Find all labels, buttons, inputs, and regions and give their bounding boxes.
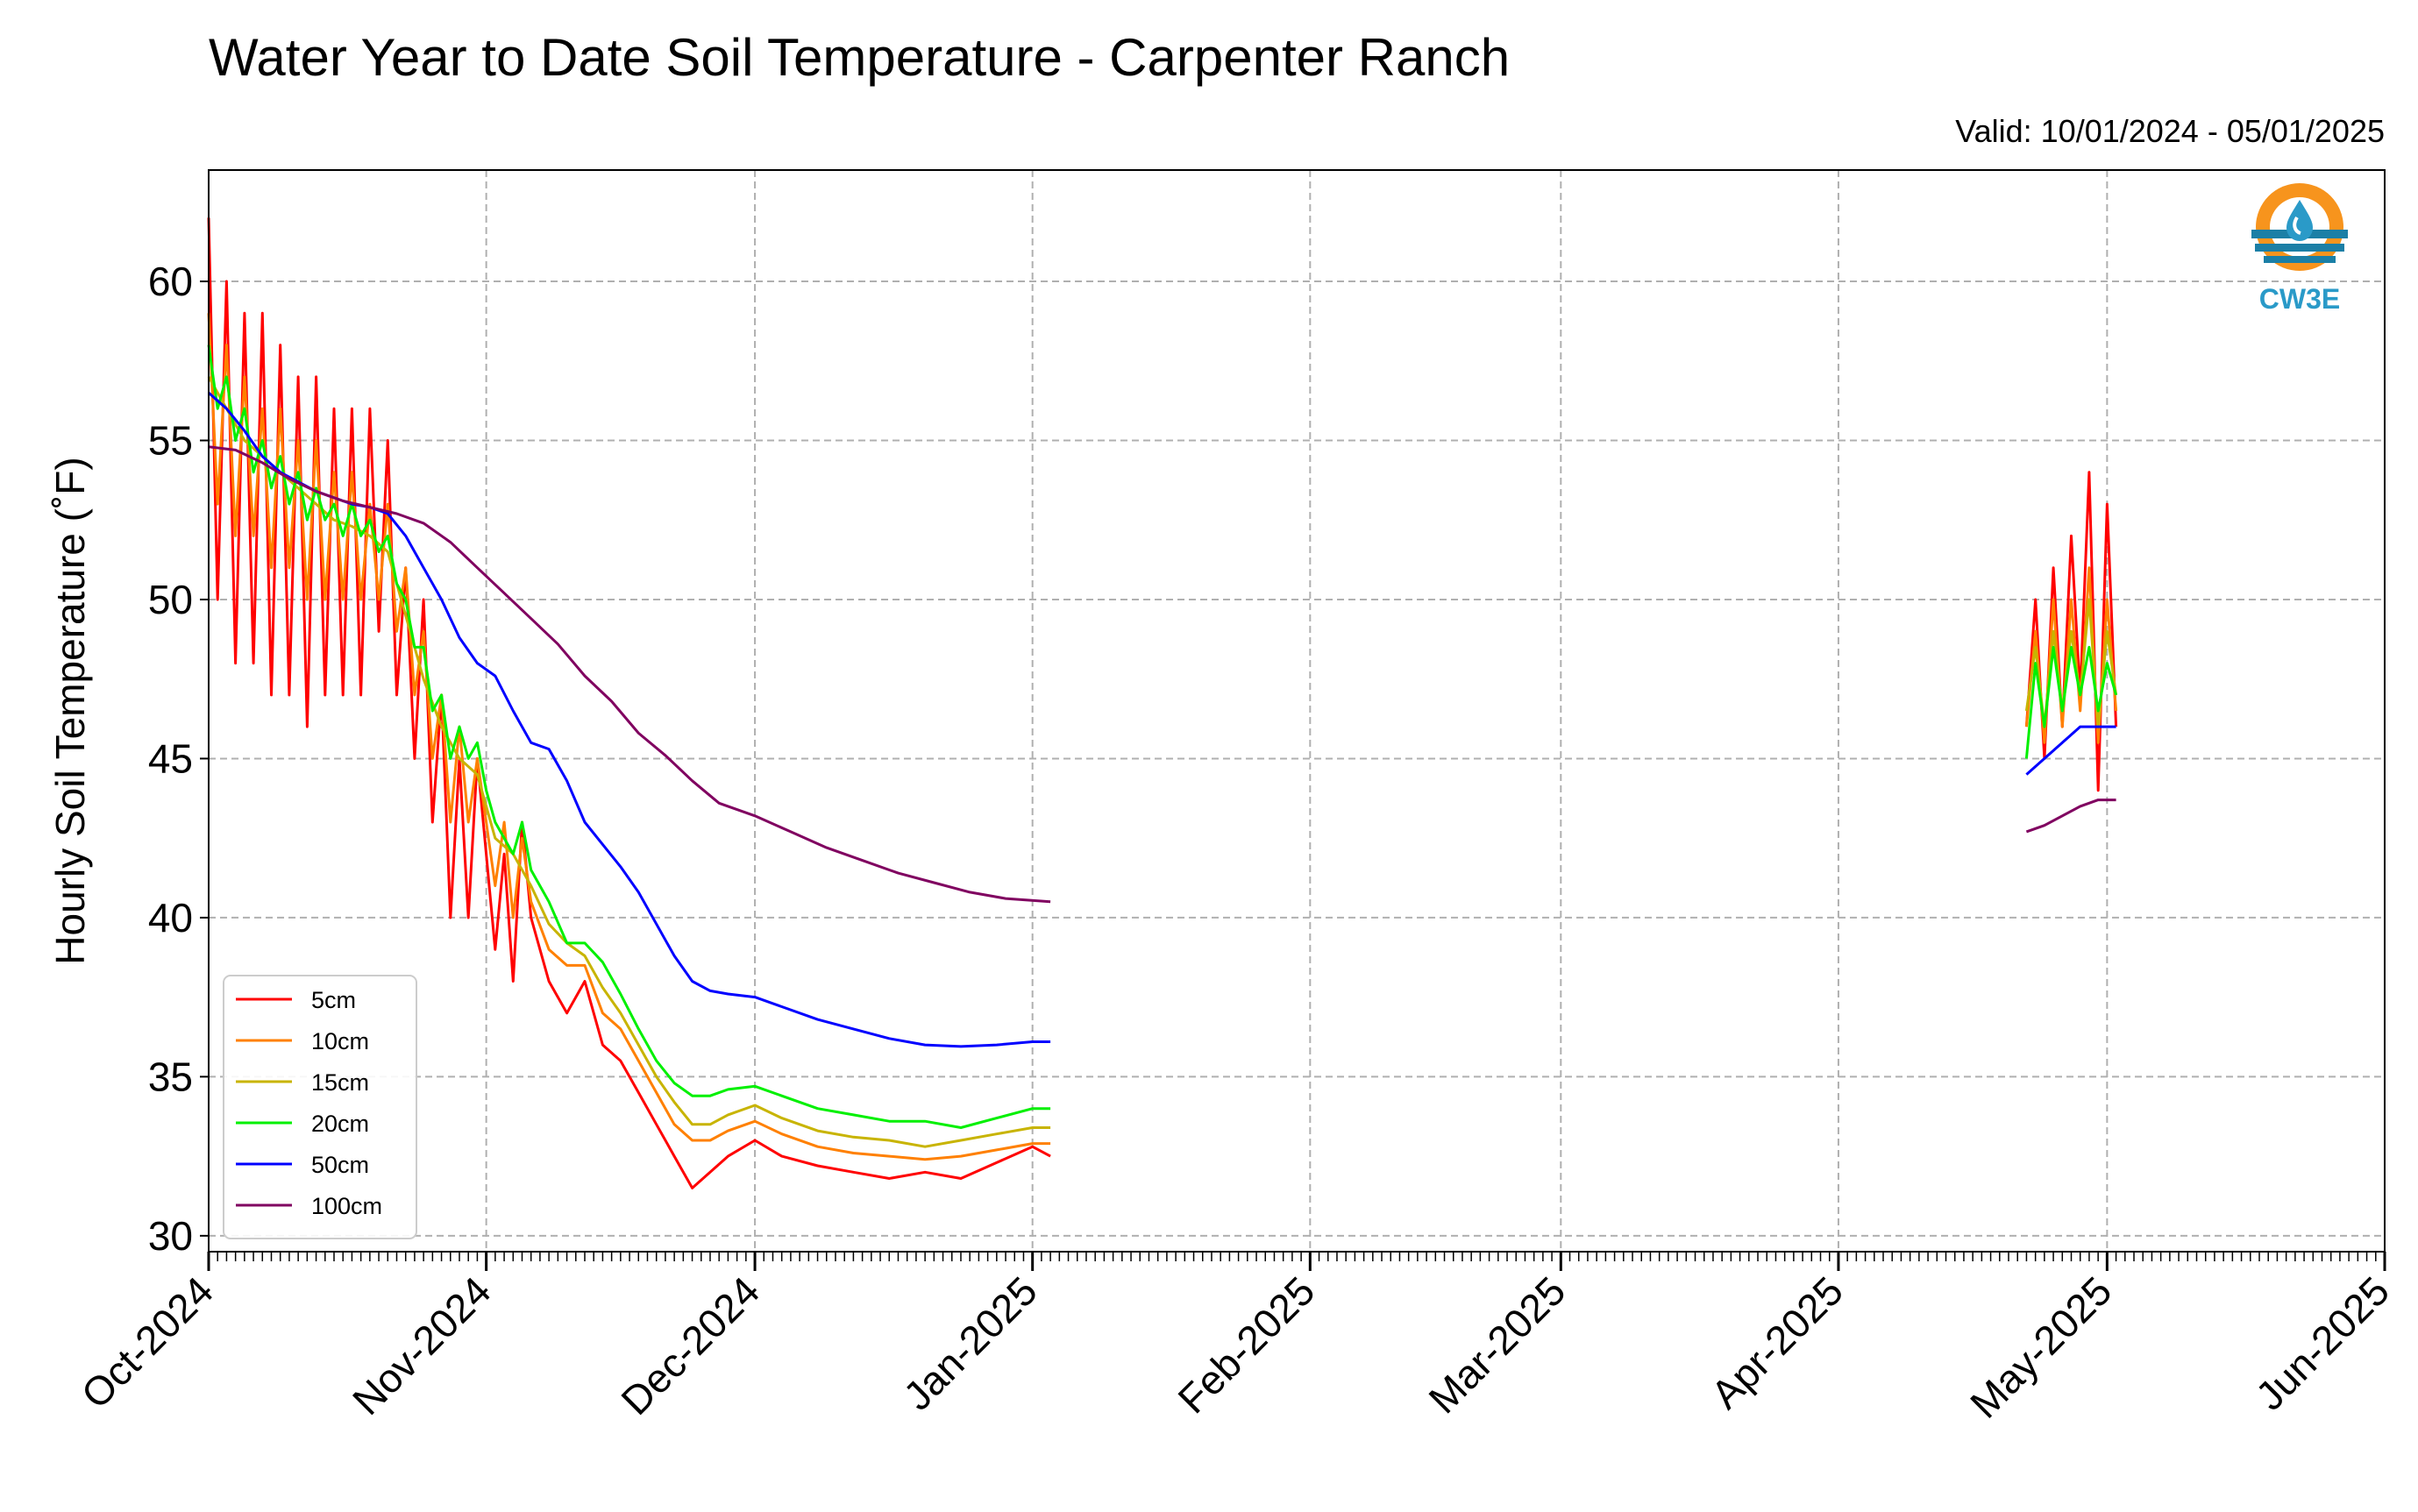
- x-tick-label: Mar-2025: [1419, 1267, 1574, 1422]
- x-axis: Oct-2024 Nov-2024 Dec-2024 Jan-2025 Feb-2025…: [73, 1252, 2398, 1427]
- logo-water-low: [2264, 256, 2336, 263]
- legend-label-20cm: 20cm: [311, 1111, 369, 1137]
- x-tick-label: Oct-2024: [73, 1267, 223, 1417]
- logo-label: CW3E: [2259, 283, 2340, 315]
- y-tick-label: 45: [148, 735, 193, 781]
- series-line-20cm: [2024, 645, 2118, 759]
- series-lines: [207, 217, 2118, 1189]
- y-axis: 30 35 40 45 50 55 60: [148, 259, 209, 1259]
- y-tick-label: 60: [148, 259, 193, 304]
- legend: 5cm 10cm 15cm 20cm 50cm 100cm: [223, 975, 417, 1239]
- chart-title: Water Year to Date Soil Temperature - Ca…: [209, 28, 1510, 87]
- chart-subtitle: Valid: 10/01/2024 - 05/01/2025: [1955, 113, 2385, 149]
- legend-label-5cm: 5cm: [311, 987, 356, 1013]
- cw3e-logo: CW3E: [2251, 183, 2348, 315]
- y-tick-label: 30: [148, 1213, 193, 1259]
- legend-label-100cm: 100cm: [311, 1193, 382, 1219]
- droplet-icon: [2286, 200, 2313, 241]
- series-line-5cm: [207, 217, 1051, 1189]
- y-tick-label: 35: [148, 1054, 193, 1099]
- droplet-shine-icon: [2293, 216, 2301, 235]
- plot-frame: [208, 169, 2386, 1253]
- grid: [208, 170, 2386, 1252]
- legend-label-10cm: 10cm: [311, 1028, 369, 1054]
- x-tick-label: Jun-2025: [2247, 1267, 2398, 1418]
- series-line-20cm: [207, 344, 1051, 1129]
- x-tick-label: Jan-2025: [894, 1267, 1045, 1418]
- series-line-100cm: [208, 445, 1051, 904]
- y-axis-label: Hourly Soil Temperature (˚F): [47, 457, 93, 964]
- series-line-50cm: [2025, 725, 2116, 776]
- legend-label-15cm: 15cm: [311, 1069, 369, 1096]
- series-line-15cm: [207, 376, 1051, 1148]
- y-tick-label: 55: [148, 418, 193, 464]
- x-tick-label: Feb-2025: [1169, 1267, 1323, 1422]
- x-tick-label: Apr-2025: [1702, 1267, 1852, 1417]
- series-line-100cm: [2025, 799, 2116, 834]
- x-tick-label: Dec-2024: [612, 1267, 768, 1423]
- x-tick-label: Nov-2024: [344, 1267, 500, 1423]
- legend-label-50cm: 50cm: [311, 1152, 369, 1178]
- y-tick-label: 50: [148, 577, 193, 622]
- logo-water-mid: [2255, 244, 2344, 252]
- y-tick-label: 40: [148, 895, 193, 941]
- x-tick-label: May-2025: [1961, 1267, 2120, 1426]
- series-line-10cm: [207, 313, 1051, 1161]
